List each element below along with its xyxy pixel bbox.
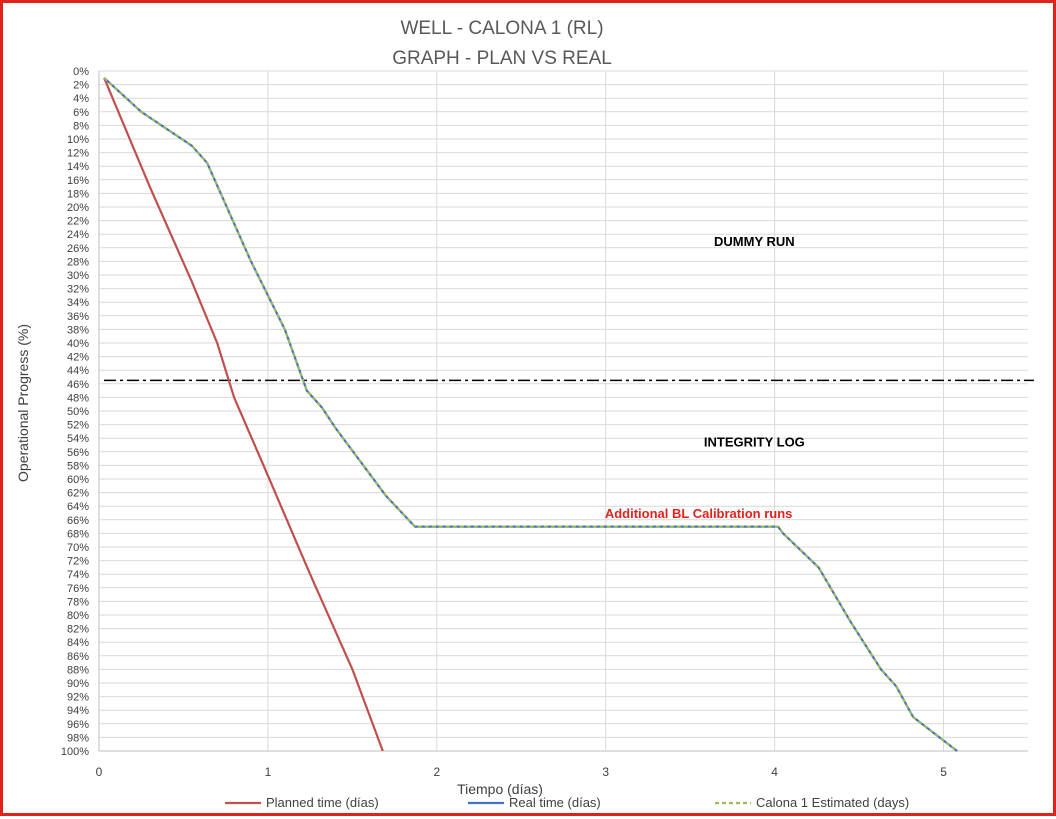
x-tick-label: 0 (96, 765, 103, 779)
y-tick-label: 12% (67, 148, 89, 160)
y-tick-label: 74% (67, 569, 89, 581)
legend: Planned time (días) Real time (días) Calon… (225, 795, 909, 810)
x-tick-label: 4 (771, 765, 778, 779)
y-tick-label: 10% (67, 134, 89, 146)
y-tick-label: 62% (67, 488, 89, 500)
y-tick-label: 18% (67, 188, 89, 200)
annotation-layer: DUMMY RUN INTEGRITY LOG Additional BL Cali… (605, 234, 805, 521)
y-tick-label: 58% (67, 460, 89, 472)
y-tick-label: 78% (67, 596, 89, 608)
y-tick-label: 96% (67, 719, 89, 731)
y-tick-label: 44% (67, 365, 89, 377)
x-axis-label: Tiempo (días) (457, 781, 543, 797)
chart-title-line2: GRAPH - PLAN VS REAL (392, 48, 612, 69)
y-tick-label: 32% (67, 284, 89, 296)
y-tick-label: 38% (67, 324, 89, 336)
y-tick-label: 60% (67, 474, 89, 486)
x-tick-label: 3 (602, 765, 609, 779)
annotation-1: DUMMY RUN (714, 234, 795, 249)
x-tick-label: 2 (433, 765, 440, 779)
legend-label-1: Planned time (días) (266, 795, 379, 810)
y-tick-label: 72% (67, 556, 89, 568)
y-tick-label: 34% (67, 297, 89, 309)
grid-layer (98, 70, 1028, 752)
chart-title-line1: WELL - CALONA 1 (RL) (400, 18, 603, 39)
y-tick-label: 80% (67, 610, 89, 622)
y-tick-label: 22% (67, 216, 89, 228)
y-tick-label: 94% (67, 705, 89, 717)
y-tick-label: 48% (67, 392, 89, 404)
y-tick-label: 52% (67, 420, 89, 432)
y-tick-label: 82% (67, 624, 89, 636)
y-tick-label: 0% (73, 66, 89, 78)
y-tick-label: 30% (67, 270, 89, 282)
y-tick-label: 14% (67, 161, 89, 173)
y-tick-label: 28% (67, 256, 89, 268)
y-tick-label: 90% (67, 678, 89, 690)
legend-label-2: Real time (días) (509, 795, 601, 810)
series-line-3 (103, 76, 958, 752)
y-tick-label: 20% (67, 202, 89, 214)
y-tick-label: 56% (67, 447, 89, 459)
y-tick-label: 16% (67, 175, 89, 187)
y-tick-label: 2% (73, 80, 89, 92)
y-tick-label: 64% (67, 501, 89, 513)
y-tick-label: 66% (67, 515, 89, 527)
annotation-2: INTEGRITY LOG (704, 435, 805, 450)
chart-svg: WELL - CALONA 1 (RL) GRAPH - PLAN VS REA… (15, 18, 1034, 810)
y-tick-label: 88% (67, 664, 89, 676)
y-tick-labels: 0% 2%4% 6%8% 10% 12%14% 16%18% 20% 22%24% 26%28%… (61, 66, 89, 758)
x-tick-labels: 0 1 2 3 4 5 (96, 765, 948, 779)
x-tick-label: 5 (940, 765, 947, 779)
y-tick-label: 50% (67, 406, 89, 418)
y-axis-label: Operational Progress (%) (15, 324, 31, 482)
y-tick-label: 76% (67, 583, 89, 595)
y-tick-label: 6% (73, 107, 89, 119)
y-tick-label: 26% (67, 243, 89, 255)
y-tick-label: 86% (67, 651, 89, 663)
y-tick-label: 100% (61, 746, 89, 758)
y-tick-label: 46% (67, 379, 89, 391)
y-tick-label: 40% (67, 338, 89, 350)
series-line-2 (103, 76, 958, 752)
y-tick-label: 92% (67, 692, 89, 704)
series-line-1 (103, 77, 384, 752)
y-tick-label: 84% (67, 637, 89, 649)
annotation-3: Additional BL Calibration runs (605, 506, 793, 521)
legend-label-3: Calona 1 Estimated (days) (756, 795, 909, 810)
y-tick-label: 54% (67, 433, 89, 445)
x-tick-label: 1 (265, 765, 272, 779)
y-tick-label: 24% (67, 229, 89, 241)
y-tick-label: 8% (73, 120, 89, 132)
y-tick-label: 36% (67, 311, 89, 323)
y-tick-label: 68% (67, 528, 89, 540)
series-layer (103, 76, 958, 752)
y-tick-label: 98% (67, 732, 89, 744)
y-tick-label: 4% (73, 93, 89, 105)
y-tick-label: 42% (67, 352, 89, 364)
y-tick-label: 70% (67, 542, 89, 554)
